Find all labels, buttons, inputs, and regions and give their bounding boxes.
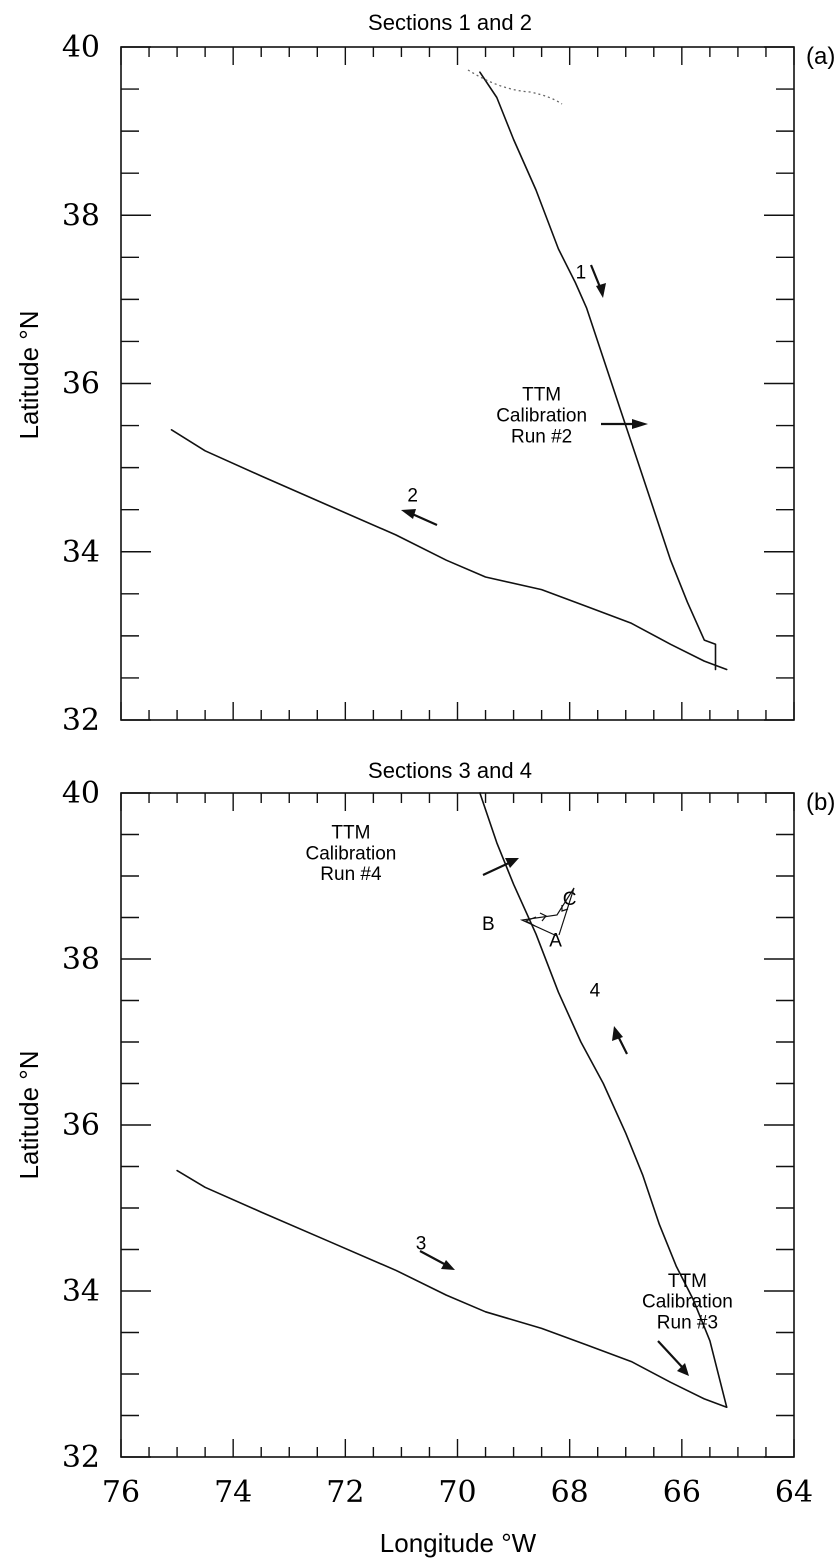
panel-a-title: Sections 1 and 2: [368, 10, 532, 35]
annotation-label: Calibration: [306, 843, 397, 864]
y-tick-label: 36: [62, 1108, 100, 1143]
direction-arrowhead-3: [441, 1260, 455, 1270]
ttm-run4-arrow: [482, 861, 512, 876]
panel-a: Sections 1 and 2 (a) Latitude °N 40 38 36 3…: [14, 10, 835, 738]
panel-b: Sections 3 and 4 (b) Latitude °N 40 38 36 3…: [14, 758, 835, 1475]
panel-b-ticks: [120, 792, 795, 1458]
direction-arrowhead-1: [596, 283, 606, 298]
direction-arrow-3: [419, 1250, 449, 1267]
y-tick-label: 40: [62, 30, 100, 65]
y-tick-label: 32: [62, 1440, 100, 1475]
x-tick-label: 64: [775, 1475, 813, 1510]
y-tick-label: 36: [62, 367, 100, 402]
x-tick-label: 72: [326, 1475, 364, 1510]
direction-arrowhead-2: [401, 509, 416, 519]
x-tick-label: 76: [102, 1475, 140, 1510]
x-tick-labels: 76 74 72 70 68 66 64: [102, 1475, 813, 1510]
annotation-label: Calibration: [642, 1292, 733, 1313]
annotation-label: TTM: [331, 823, 370, 844]
panel-a-ytick-labels: 40 38 36 34 32: [62, 30, 100, 738]
ttm-run4-arrowhead: [505, 858, 519, 868]
annotation-label: C: [563, 889, 577, 910]
dotted-trace: [467, 69, 563, 105]
ship-track-section-2: [170, 429, 728, 671]
ttm-run3-arrow: [657, 1340, 684, 1369]
panel-b-frame: [120, 792, 795, 1458]
panel-a-ylabel: Latitude °N: [14, 311, 44, 440]
annotation-label: Run #2: [511, 426, 572, 447]
y-tick-label: 40: [62, 776, 100, 811]
panel-b-ytick-labels: 40 38 36 34 32: [62, 776, 100, 1475]
panel-b-label: (b): [806, 789, 835, 816]
y-tick-label: 32: [62, 703, 100, 738]
x-tick-label: 68: [551, 1475, 589, 1510]
ship-track-section-3: [176, 1169, 728, 1408]
panel-b-series: [176, 792, 728, 1408]
ttm-run3-arrowhead: [677, 1363, 689, 1376]
abc-arrowhead-b: [524, 916, 537, 927]
panel-a-series: [170, 71, 728, 671]
direction-arrow-2: [409, 511, 438, 527]
annotation-label: Run #4: [320, 864, 382, 885]
annotation-label: B: [482, 914, 495, 935]
x-tick-label: 66: [663, 1475, 701, 1510]
panel-b-title: Sections 3 and 4: [368, 758, 532, 783]
y-tick-label: 34: [62, 1274, 100, 1309]
annotation-label: 1: [576, 262, 587, 283]
annotation-label: TTM: [668, 1271, 707, 1292]
annotation-label: Calibration: [496, 405, 587, 426]
panel-b-ylabel: Latitude °N: [14, 1051, 44, 1180]
annotation-label: 4: [590, 980, 601, 1001]
x-tick-label: 70: [438, 1475, 476, 1510]
y-tick-label: 34: [62, 535, 100, 570]
abc-arrowhead-c: [539, 912, 547, 922]
ttm-run2-arrowhead: [632, 419, 648, 429]
panel-a-frame: [120, 46, 795, 721]
annotation-label: 2: [407, 485, 418, 506]
direction-arrowhead-4: [612, 1026, 623, 1041]
panel-a-label: (a): [806, 43, 835, 70]
annotation-label: Run #3: [657, 1312, 718, 1333]
x-axis-label: Longitude °W: [380, 1528, 537, 1558]
panel-a-ticks: [120, 46, 795, 721]
ship-track-section-1: [479, 71, 717, 671]
abc-arrowhead-a: [561, 905, 569, 912]
y-tick-label: 38: [62, 198, 100, 233]
ship-track-section-4: [479, 792, 728, 1408]
y-tick-label: 38: [62, 942, 100, 977]
annotation-label: 3: [416, 1234, 427, 1255]
x-tick-label: 74: [214, 1475, 252, 1510]
annotation-label: TTM: [522, 384, 561, 405]
annotation-label: A: [549, 931, 562, 952]
